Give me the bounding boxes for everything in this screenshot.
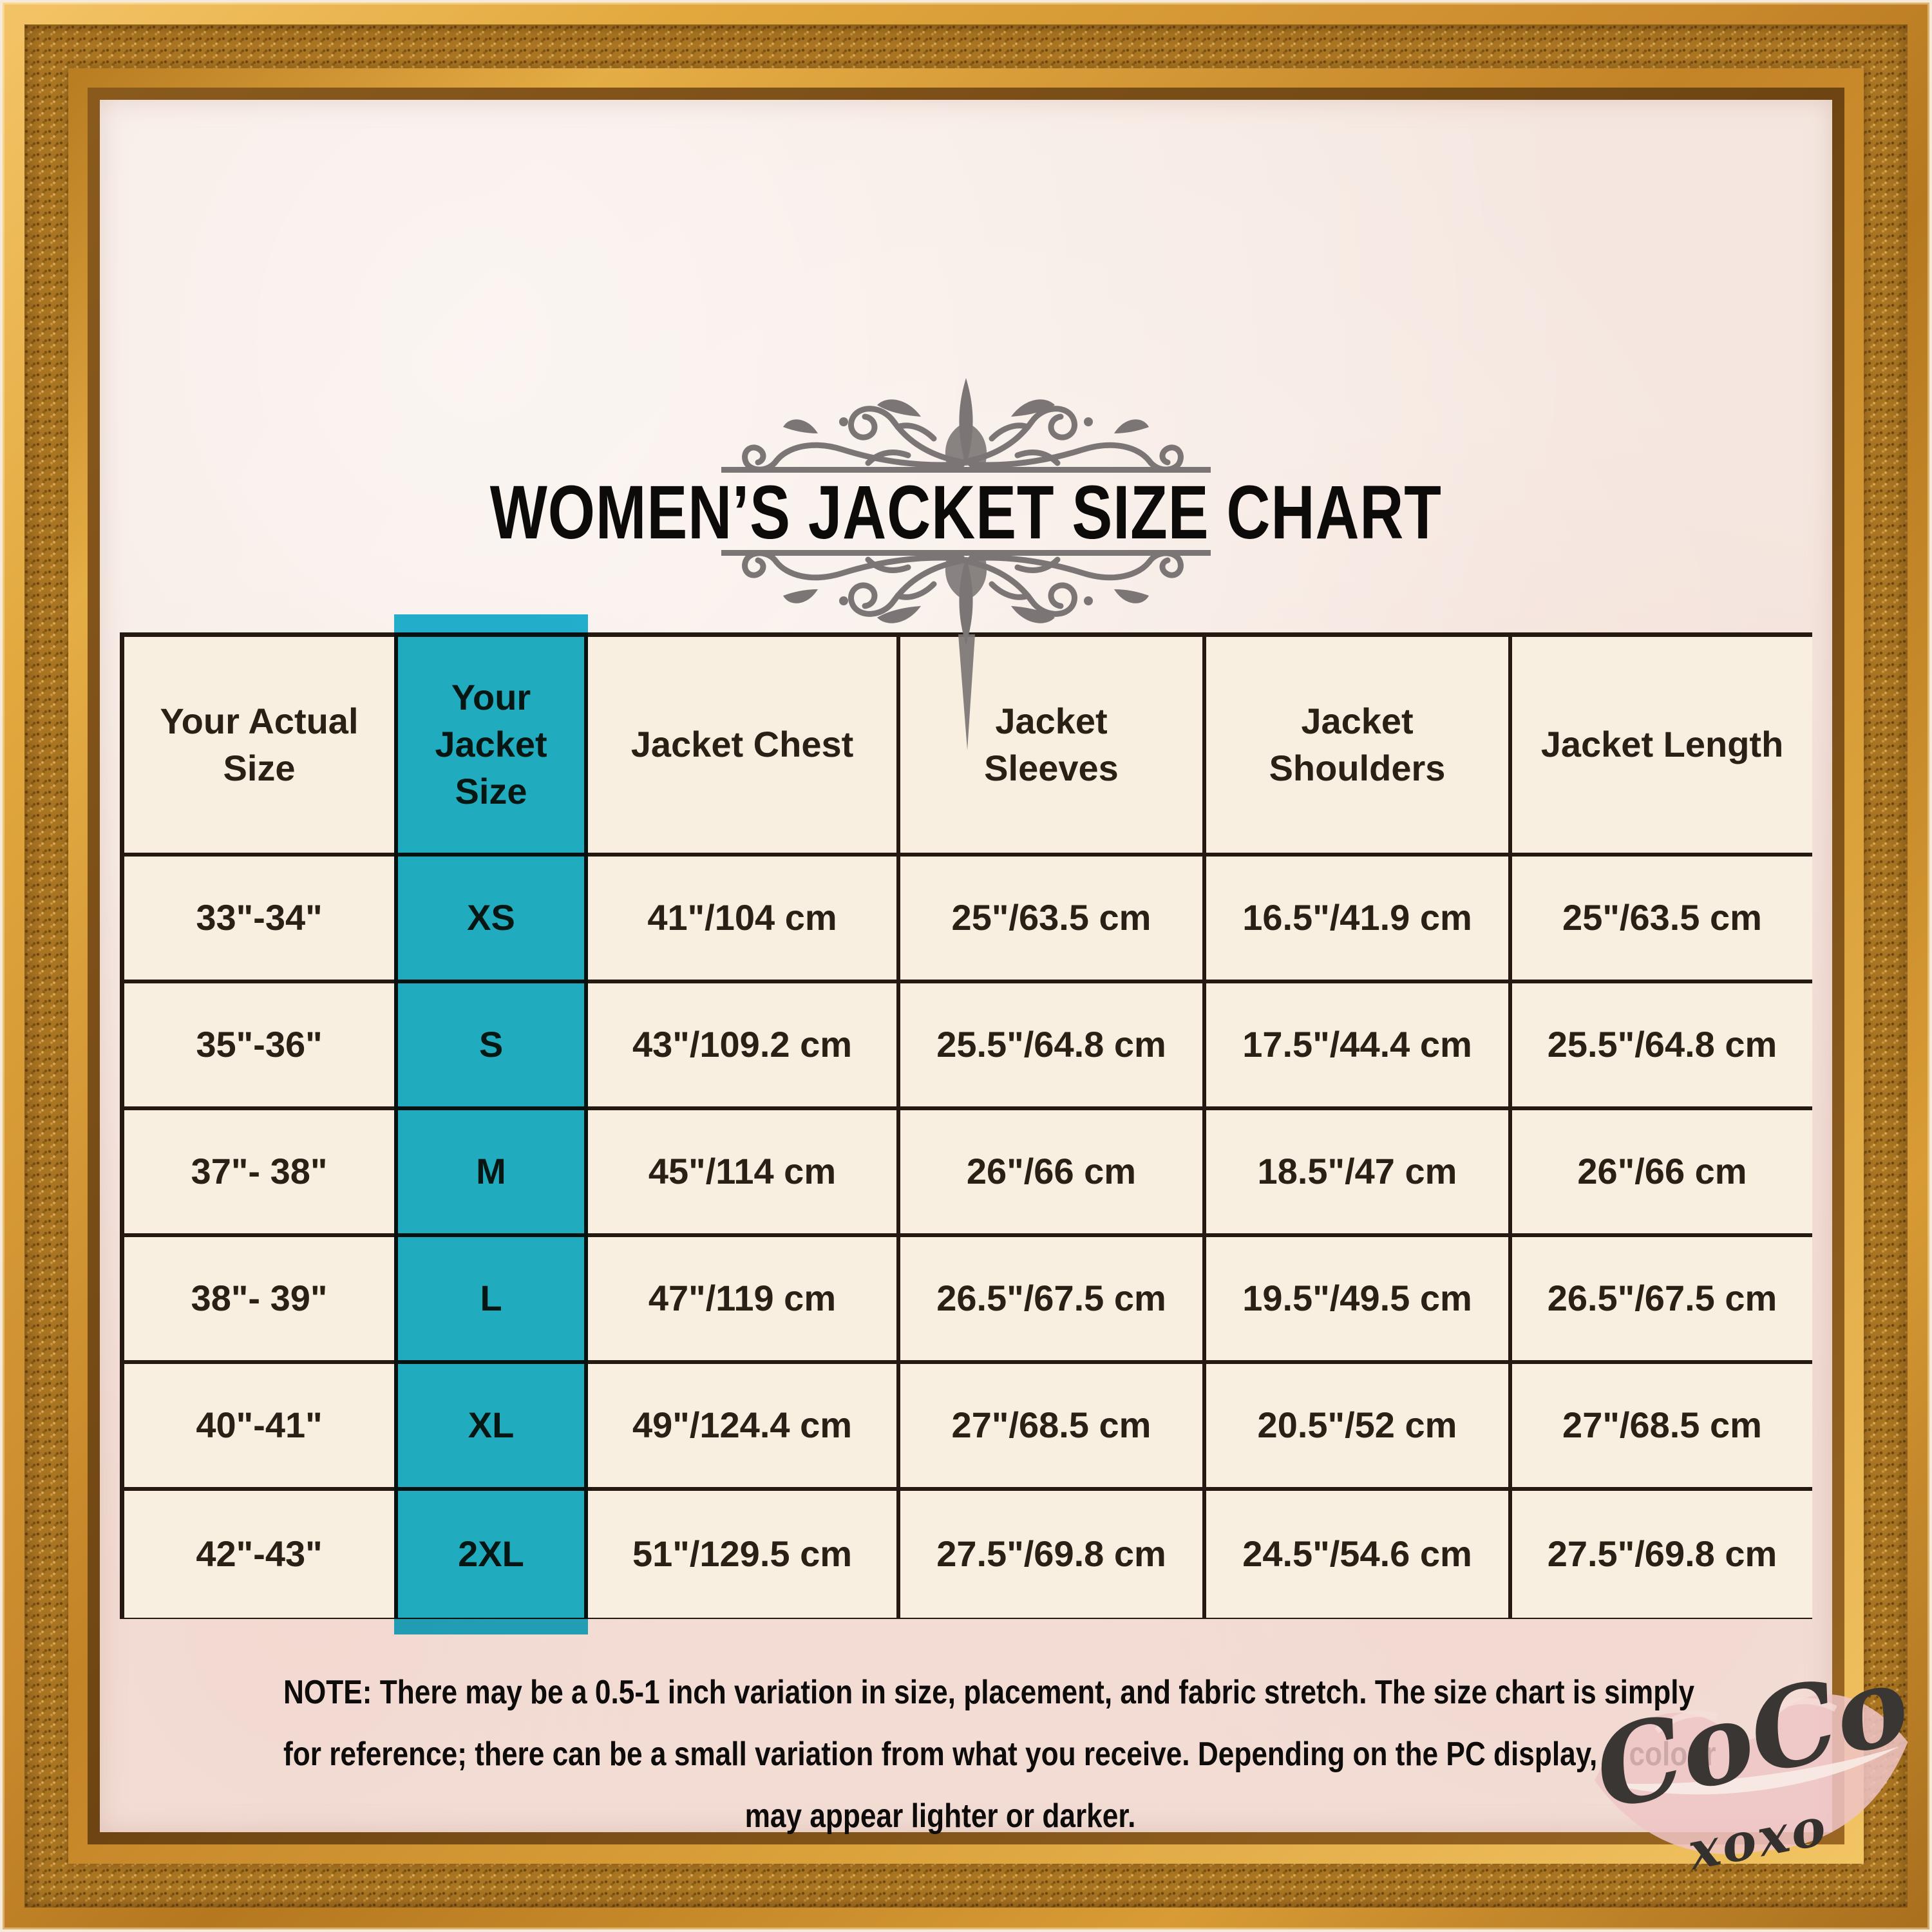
table-cell: 27.5"/69.8 cm bbox=[900, 1491, 1206, 1618]
page-title: WOMEN’S JACKET SIZE CHART bbox=[0, 469, 1932, 556]
flourish-ornament-bottom-icon bbox=[721, 550, 1211, 645]
table-cell: 35"-36" bbox=[124, 983, 398, 1110]
table-cell: 27.5"/69.8 cm bbox=[1512, 1491, 1812, 1618]
table-cell: 25.5"/64.8 cm bbox=[900, 983, 1206, 1110]
table-cell: 26"/66 cm bbox=[900, 1110, 1206, 1237]
table-cell: 27"/68.5 cm bbox=[1512, 1364, 1812, 1491]
table-cell: 45"/114 cm bbox=[588, 1110, 900, 1237]
page-title-text: WOMEN’S JACKET SIZE CHART bbox=[490, 470, 1442, 555]
header-cell-jacket-shoulders: Jacket Shoulders bbox=[1206, 637, 1512, 857]
header-cell-your-actual-size: Your Actual Size bbox=[124, 637, 398, 857]
table-cell: 42"-43" bbox=[124, 1491, 398, 1618]
table-cell: 27"/68.5 cm bbox=[900, 1364, 1206, 1491]
header-cell-jacket-length: Jacket Length bbox=[1512, 637, 1812, 857]
table-cell: 40"-41" bbox=[124, 1364, 398, 1491]
table-cell: 16.5"/41.9 cm bbox=[1206, 857, 1512, 983]
note-text: NOTE: There may be a 0.5-1 inch variatio… bbox=[283, 1662, 1716, 1848]
table-cell: 33"-34" bbox=[124, 857, 398, 983]
table-cell: 37"- 38" bbox=[124, 1110, 398, 1237]
jacket-size-highlight-column bbox=[394, 614, 588, 1634]
table-cell: 26"/66 cm bbox=[1512, 1110, 1812, 1237]
size-table: Your Actual Size Your Jacket Size Jacket… bbox=[120, 632, 1812, 1619]
note-line-3: may appear lighter or darker. bbox=[744, 1797, 1136, 1835]
header-cell-jacket-chest: Jacket Chest bbox=[588, 637, 900, 857]
table-cell: 17.5"/44.4 cm bbox=[1206, 983, 1512, 1110]
table-cell: 47"/119 cm bbox=[588, 1237, 900, 1364]
table-cell: 19.5"/49.5 cm bbox=[1206, 1237, 1512, 1364]
table-cell: 51"/129.5 cm bbox=[588, 1491, 900, 1618]
header-cell-jacket-sleeves: Jacket Sleeves bbox=[900, 637, 1206, 857]
brand-logo: CoCo xoxo bbox=[1565, 1639, 1932, 1887]
table-cell: 41"/104 cm bbox=[588, 857, 900, 983]
table-cell: 25"/63.5 cm bbox=[900, 857, 1206, 983]
table-cell: 38"- 39" bbox=[124, 1237, 398, 1364]
table-cell: 26.5"/67.5 cm bbox=[1512, 1237, 1812, 1364]
flourish-ornament-top-icon bbox=[721, 378, 1211, 473]
table-cell: 24.5"/54.6 cm bbox=[1206, 1491, 1512, 1618]
table-cell: 25.5"/64.8 cm bbox=[1512, 983, 1812, 1110]
table-cell: 25"/63.5 cm bbox=[1512, 857, 1812, 983]
table-cell: 18.5"/47 cm bbox=[1206, 1110, 1512, 1237]
table-cell: 26.5"/67.5 cm bbox=[900, 1237, 1206, 1364]
lips-kiss-icon bbox=[1595, 1694, 1908, 1854]
note-line-2: for reference; there can be a small vari… bbox=[283, 1736, 1716, 1774]
note-line-1: NOTE: There may be a 0.5-1 inch variatio… bbox=[283, 1674, 1695, 1711]
table-cell: 49"/124.4 cm bbox=[588, 1364, 900, 1491]
table-cell: 43"/109.2 cm bbox=[588, 983, 900, 1110]
table-cell: 20.5"/52 cm bbox=[1206, 1364, 1512, 1491]
